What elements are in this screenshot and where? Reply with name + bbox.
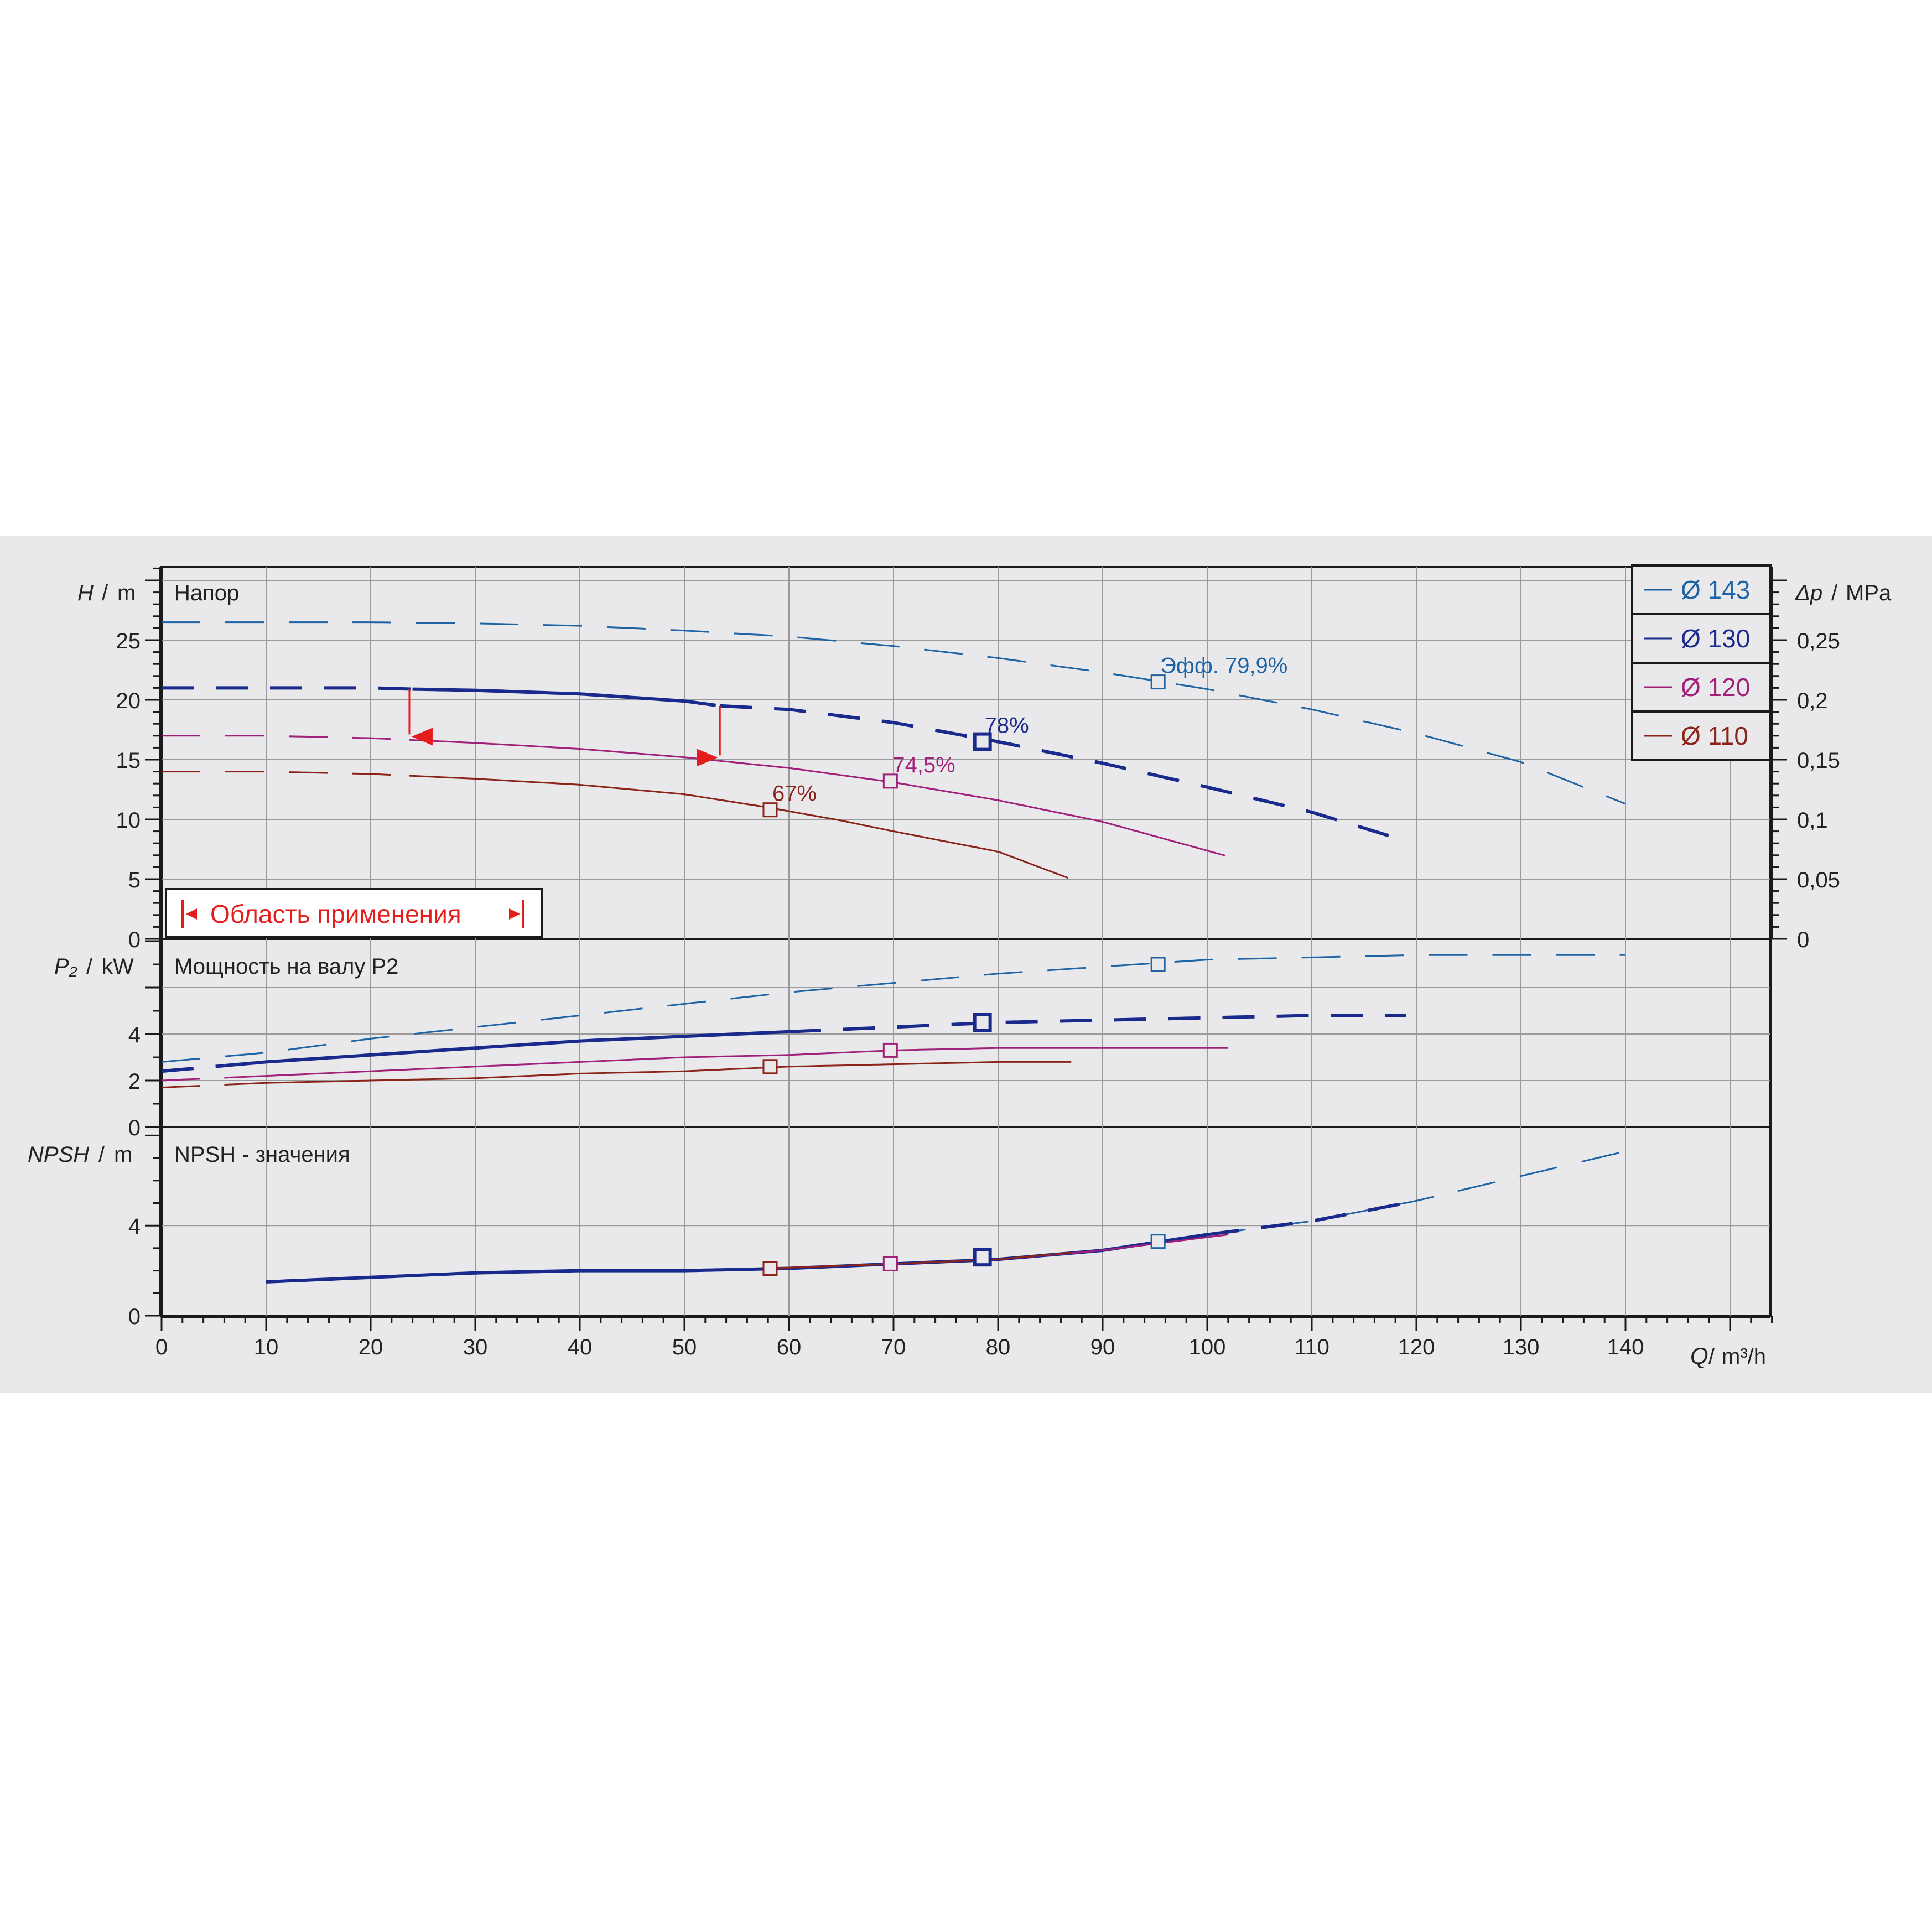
application-range-label: Область применения bbox=[210, 900, 461, 928]
y-tick-label: 0 bbox=[128, 928, 141, 952]
x-tick-label: 90 bbox=[1090, 1335, 1115, 1359]
bep-marker bbox=[882, 1256, 898, 1271]
curve-power-d120-dashed bbox=[161, 1077, 225, 1082]
bep-label: 67% bbox=[772, 782, 817, 806]
x-tick-label: 120 bbox=[1398, 1335, 1435, 1359]
panel-title: Напор bbox=[174, 581, 239, 605]
y-axis-symbol: NPSH bbox=[28, 1142, 89, 1167]
bep-marker bbox=[882, 1042, 898, 1058]
bep-marker bbox=[973, 732, 992, 751]
right-axis-separator: / bbox=[1831, 581, 1838, 605]
curve-power-d130-dashed bbox=[788, 1014, 1406, 1033]
curve-head-d120-dashed bbox=[162, 735, 408, 741]
application-range-box-arrow bbox=[186, 908, 197, 920]
x-tick-label: 30 bbox=[463, 1335, 488, 1359]
y-axis-symbol: P₂ bbox=[54, 954, 77, 979]
legend-label: Ø 120 bbox=[1681, 673, 1750, 702]
right-tick-label: 0,25 bbox=[1797, 629, 1840, 653]
curve-npsh-d130-dashed bbox=[1207, 1201, 1406, 1237]
panel-title: NPSH - значения bbox=[174, 1142, 350, 1167]
y-axis-symbol: H bbox=[77, 581, 94, 605]
bep-marker bbox=[1150, 1234, 1166, 1249]
curve-power-d120-solid bbox=[224, 1047, 1228, 1079]
right-tick-label: 0,1 bbox=[1797, 808, 1828, 833]
curve-head-d120-solid bbox=[409, 739, 1225, 856]
curve-power-d130-solid bbox=[224, 1030, 790, 1068]
y-tick-label: 15 bbox=[116, 749, 141, 773]
bep-marker bbox=[1150, 674, 1166, 690]
application-range-box-arrow bbox=[509, 908, 520, 920]
right-tick-label: 0,15 bbox=[1797, 749, 1840, 773]
curve-power-d110-solid bbox=[224, 1061, 1072, 1086]
curve-head-d130-dashed bbox=[162, 686, 413, 691]
curve-head-d110-solid bbox=[409, 775, 1069, 879]
y-tick-label: 25 bbox=[116, 629, 141, 653]
bep-marker bbox=[882, 773, 898, 789]
x-tick-label: 80 bbox=[986, 1335, 1011, 1359]
curve-head-d143 bbox=[162, 621, 1626, 805]
curve-head-d130-solid bbox=[412, 687, 716, 707]
right-tick-label: 0 bbox=[1797, 928, 1809, 952]
y-tick-label: 2 bbox=[128, 1069, 141, 1094]
x-tick-label: 20 bbox=[359, 1335, 383, 1359]
plot-frame bbox=[160, 566, 1772, 1317]
curve-head-d130-dashed bbox=[720, 704, 1406, 843]
right-tick-label: 0,2 bbox=[1797, 689, 1828, 713]
application-range-right-arrow bbox=[697, 749, 718, 767]
y-axis-separator: / bbox=[98, 1142, 105, 1167]
x-tick-label: 60 bbox=[777, 1335, 802, 1359]
x-axis-unit: m³/h bbox=[1722, 1344, 1766, 1369]
curve-power-d130-dashed bbox=[161, 1064, 225, 1073]
panel-title: Мощность на валу P2 bbox=[174, 954, 398, 979]
y-tick-label: 0 bbox=[128, 1116, 141, 1140]
y-tick-label: 5 bbox=[128, 868, 141, 892]
right-axis-unit: MPa bbox=[1846, 581, 1892, 605]
y-tick-label: 20 bbox=[116, 689, 141, 713]
y-tick-label: 0 bbox=[128, 1305, 141, 1329]
curve-power-d110-dashed bbox=[161, 1084, 225, 1089]
x-tick-label: 140 bbox=[1607, 1335, 1644, 1359]
x-tick-label: 10 bbox=[254, 1335, 279, 1359]
bep-marker bbox=[762, 1261, 778, 1276]
y-axis-unit: m bbox=[117, 581, 136, 605]
x-tick-label: 70 bbox=[881, 1335, 906, 1359]
y-axis-unit: m bbox=[114, 1142, 132, 1167]
bep-label: 78% bbox=[985, 714, 1029, 738]
bep-marker bbox=[1150, 957, 1166, 972]
y-tick-label: 4 bbox=[128, 1214, 141, 1239]
application-range-box bbox=[165, 888, 543, 938]
legend-label: Ø 143 bbox=[1681, 575, 1750, 604]
x-axis-symbol: Q bbox=[1690, 1343, 1708, 1369]
x-tick-label: 40 bbox=[568, 1335, 593, 1359]
bep-marker bbox=[973, 1248, 992, 1267]
x-tick-label: 0 bbox=[155, 1335, 168, 1359]
bep-marker bbox=[973, 1013, 992, 1032]
y-axis-separator: / bbox=[86, 954, 93, 979]
curve-power-d143 bbox=[161, 954, 1625, 1063]
x-tick-label: 130 bbox=[1503, 1335, 1540, 1359]
legend-label: Ø 130 bbox=[1681, 624, 1750, 653]
application-range-left-arrow bbox=[411, 728, 433, 746]
x-tick-label: 100 bbox=[1189, 1335, 1226, 1359]
x-tick-label: 50 bbox=[672, 1335, 697, 1359]
y-tick-label: 10 bbox=[116, 808, 141, 833]
bep-label: Эфф. 79,9% bbox=[1160, 654, 1287, 678]
bep-marker bbox=[762, 802, 778, 818]
bep-label: 74,5% bbox=[892, 753, 955, 777]
y-tick-label: 4 bbox=[128, 1023, 141, 1047]
x-axis-separator: / bbox=[1708, 1344, 1715, 1369]
curve-head-d110-dashed bbox=[162, 771, 408, 777]
legend-label: Ø 110 bbox=[1681, 721, 1748, 750]
right-tick-label: 0,05 bbox=[1797, 868, 1840, 892]
x-tick-label: 110 bbox=[1294, 1335, 1329, 1359]
y-axis-separator: / bbox=[102, 581, 108, 605]
curve-npsh-d110-solid bbox=[768, 1251, 1072, 1269]
bep-marker bbox=[762, 1059, 778, 1074]
right-axis-symbol: Δp bbox=[1795, 581, 1822, 605]
y-axis-unit: kW bbox=[102, 954, 134, 979]
